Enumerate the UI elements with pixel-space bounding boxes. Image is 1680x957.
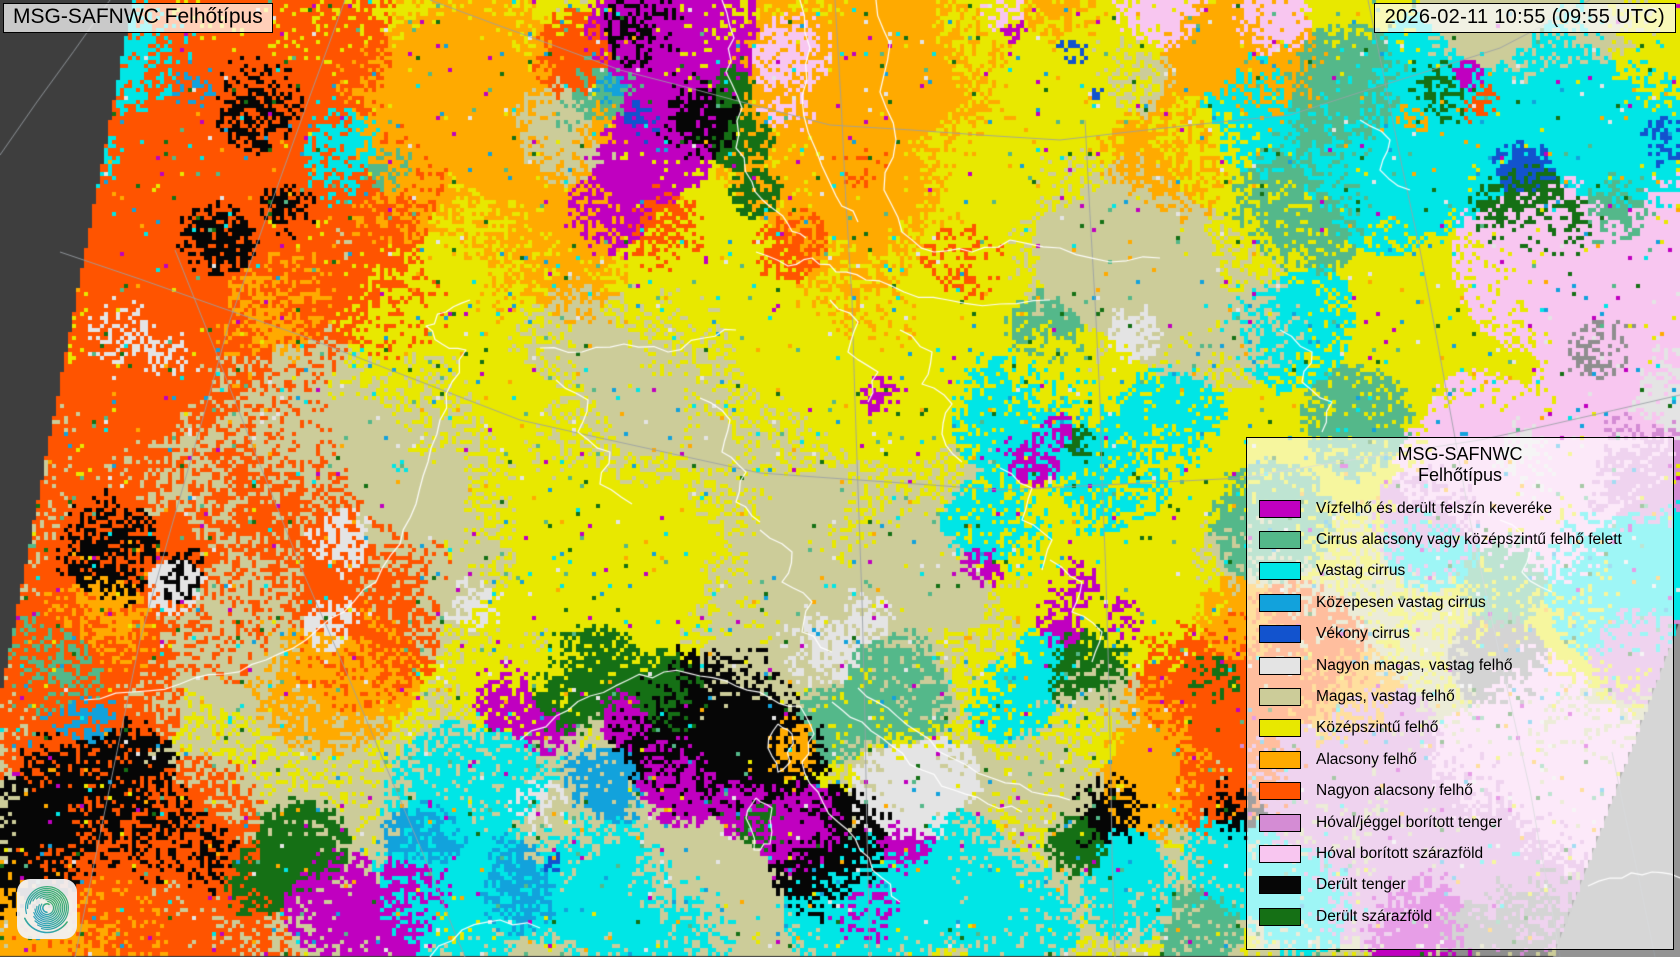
legend-item-label: Magas, vastag felhő: [1316, 688, 1455, 706]
legend-item: Középszintű felhő: [1247, 713, 1673, 744]
legend-item: Vékony cirrus: [1247, 619, 1673, 650]
legend-title-line1: MSG-SAFNWC: [1397, 444, 1523, 464]
legend-color-swatch: [1259, 876, 1301, 895]
legend-item-label: Nagyon alacsony felhő: [1316, 782, 1473, 800]
product-title-box: MSG-SAFNWC Felhőtípus: [3, 3, 273, 33]
spiral-arc: [24, 917, 68, 934]
legend-item-label: Nagyon magas, vastag felhő: [1316, 656, 1513, 674]
legend-color-swatch: [1259, 499, 1301, 518]
met-service-logo: [17, 879, 77, 939]
legend-item-list: Vízfelhő és derült felszín keveréke Cirru…: [1247, 493, 1673, 932]
spiral-arcs: [24, 886, 69, 934]
legend-item: Nagyon alacsony felhő: [1247, 776, 1673, 807]
legend-color-swatch: [1259, 531, 1301, 550]
legend-item-label: Derült tenger: [1316, 876, 1406, 894]
spiral-arc: [34, 895, 60, 921]
spiral-arc: [38, 899, 56, 917]
legend-item: Vastag cirrus: [1247, 556, 1673, 587]
spiral-arc: [36, 897, 58, 919]
legend-item: Vízfelhő és derült felszín keveréke: [1247, 493, 1673, 524]
legend-item-label: Hóval borított szárazföld: [1316, 844, 1484, 862]
legend-item: Hóval/jéggel borított tenger: [1247, 807, 1673, 838]
legend-item-label: Vékony cirrus: [1316, 625, 1410, 643]
spiral-arc: [33, 893, 62, 923]
spiral-arc: [42, 903, 50, 913]
product-title: MSG-SAFNWC Felhőtípus: [13, 5, 263, 28]
spiral-cyclone-icon: [24, 886, 69, 934]
legend-item: Alacsony felhő: [1247, 744, 1673, 775]
legend: MSG-SAFNWC Felhőtípus Vízfelhő és derült…: [1246, 437, 1674, 950]
legend-color-swatch: [1259, 593, 1301, 612]
legend-item: Cirrus alacsony vagy középszintű felhő f…: [1247, 524, 1673, 555]
legend-color-swatch: [1259, 719, 1301, 738]
legend-color-swatch: [1259, 656, 1301, 675]
legend-item-label: Vízfelhő és derült felszín keveréke: [1316, 499, 1553, 517]
spiral-arc: [29, 889, 66, 927]
legend-item-label: Közepesen vastag cirrus: [1316, 593, 1486, 611]
legend-item: Derült tenger: [1247, 870, 1673, 901]
legend-title-line2: Felhőtípus: [1417, 465, 1503, 485]
legend-color-swatch: [1259, 562, 1301, 581]
legend-item-label: Hóval/jéggel borított tenger: [1316, 813, 1503, 831]
legend-color-swatch: [1259, 782, 1301, 801]
legend-item: Közepesen vastag cirrus: [1247, 587, 1673, 618]
legend-item: Derült szárazföld: [1247, 901, 1673, 932]
spiral-arc: [32, 891, 64, 925]
legend-item-label: Derült szárazföld: [1316, 907, 1433, 925]
legend-item: Hóval borított szárazföld: [1247, 838, 1673, 869]
spiral-arc: [26, 888, 68, 929]
spiral-arc: [39, 900, 55, 916]
timestamp-box: 2026-02-11 10:55 (09:55 UTC): [1373, 3, 1676, 33]
legend-color-swatch: [1259, 844, 1301, 863]
legend-item: Nagyon magas, vastag felhő: [1247, 650, 1673, 681]
spiral-arc: [25, 886, 69, 930]
legend-item-label: Vastag cirrus: [1316, 562, 1406, 580]
legend-item-label: Középszintű felhő: [1316, 719, 1439, 737]
legend-color-swatch: [1259, 688, 1301, 707]
legend-item-label: Cirrus alacsony vagy középszintű felhő f…: [1316, 531, 1622, 549]
legend-color-swatch: [1259, 750, 1301, 769]
timestamp-text: 2026-02-11 10:55 (09:55 UTC): [1384, 6, 1665, 28]
legend-color-swatch: [1259, 907, 1301, 926]
legend-color-swatch: [1259, 813, 1301, 832]
legend-item: Magas, vastag felhő: [1247, 681, 1673, 712]
legend-item-label: Alacsony felhő: [1316, 750, 1417, 768]
legend-color-swatch: [1259, 625, 1301, 644]
